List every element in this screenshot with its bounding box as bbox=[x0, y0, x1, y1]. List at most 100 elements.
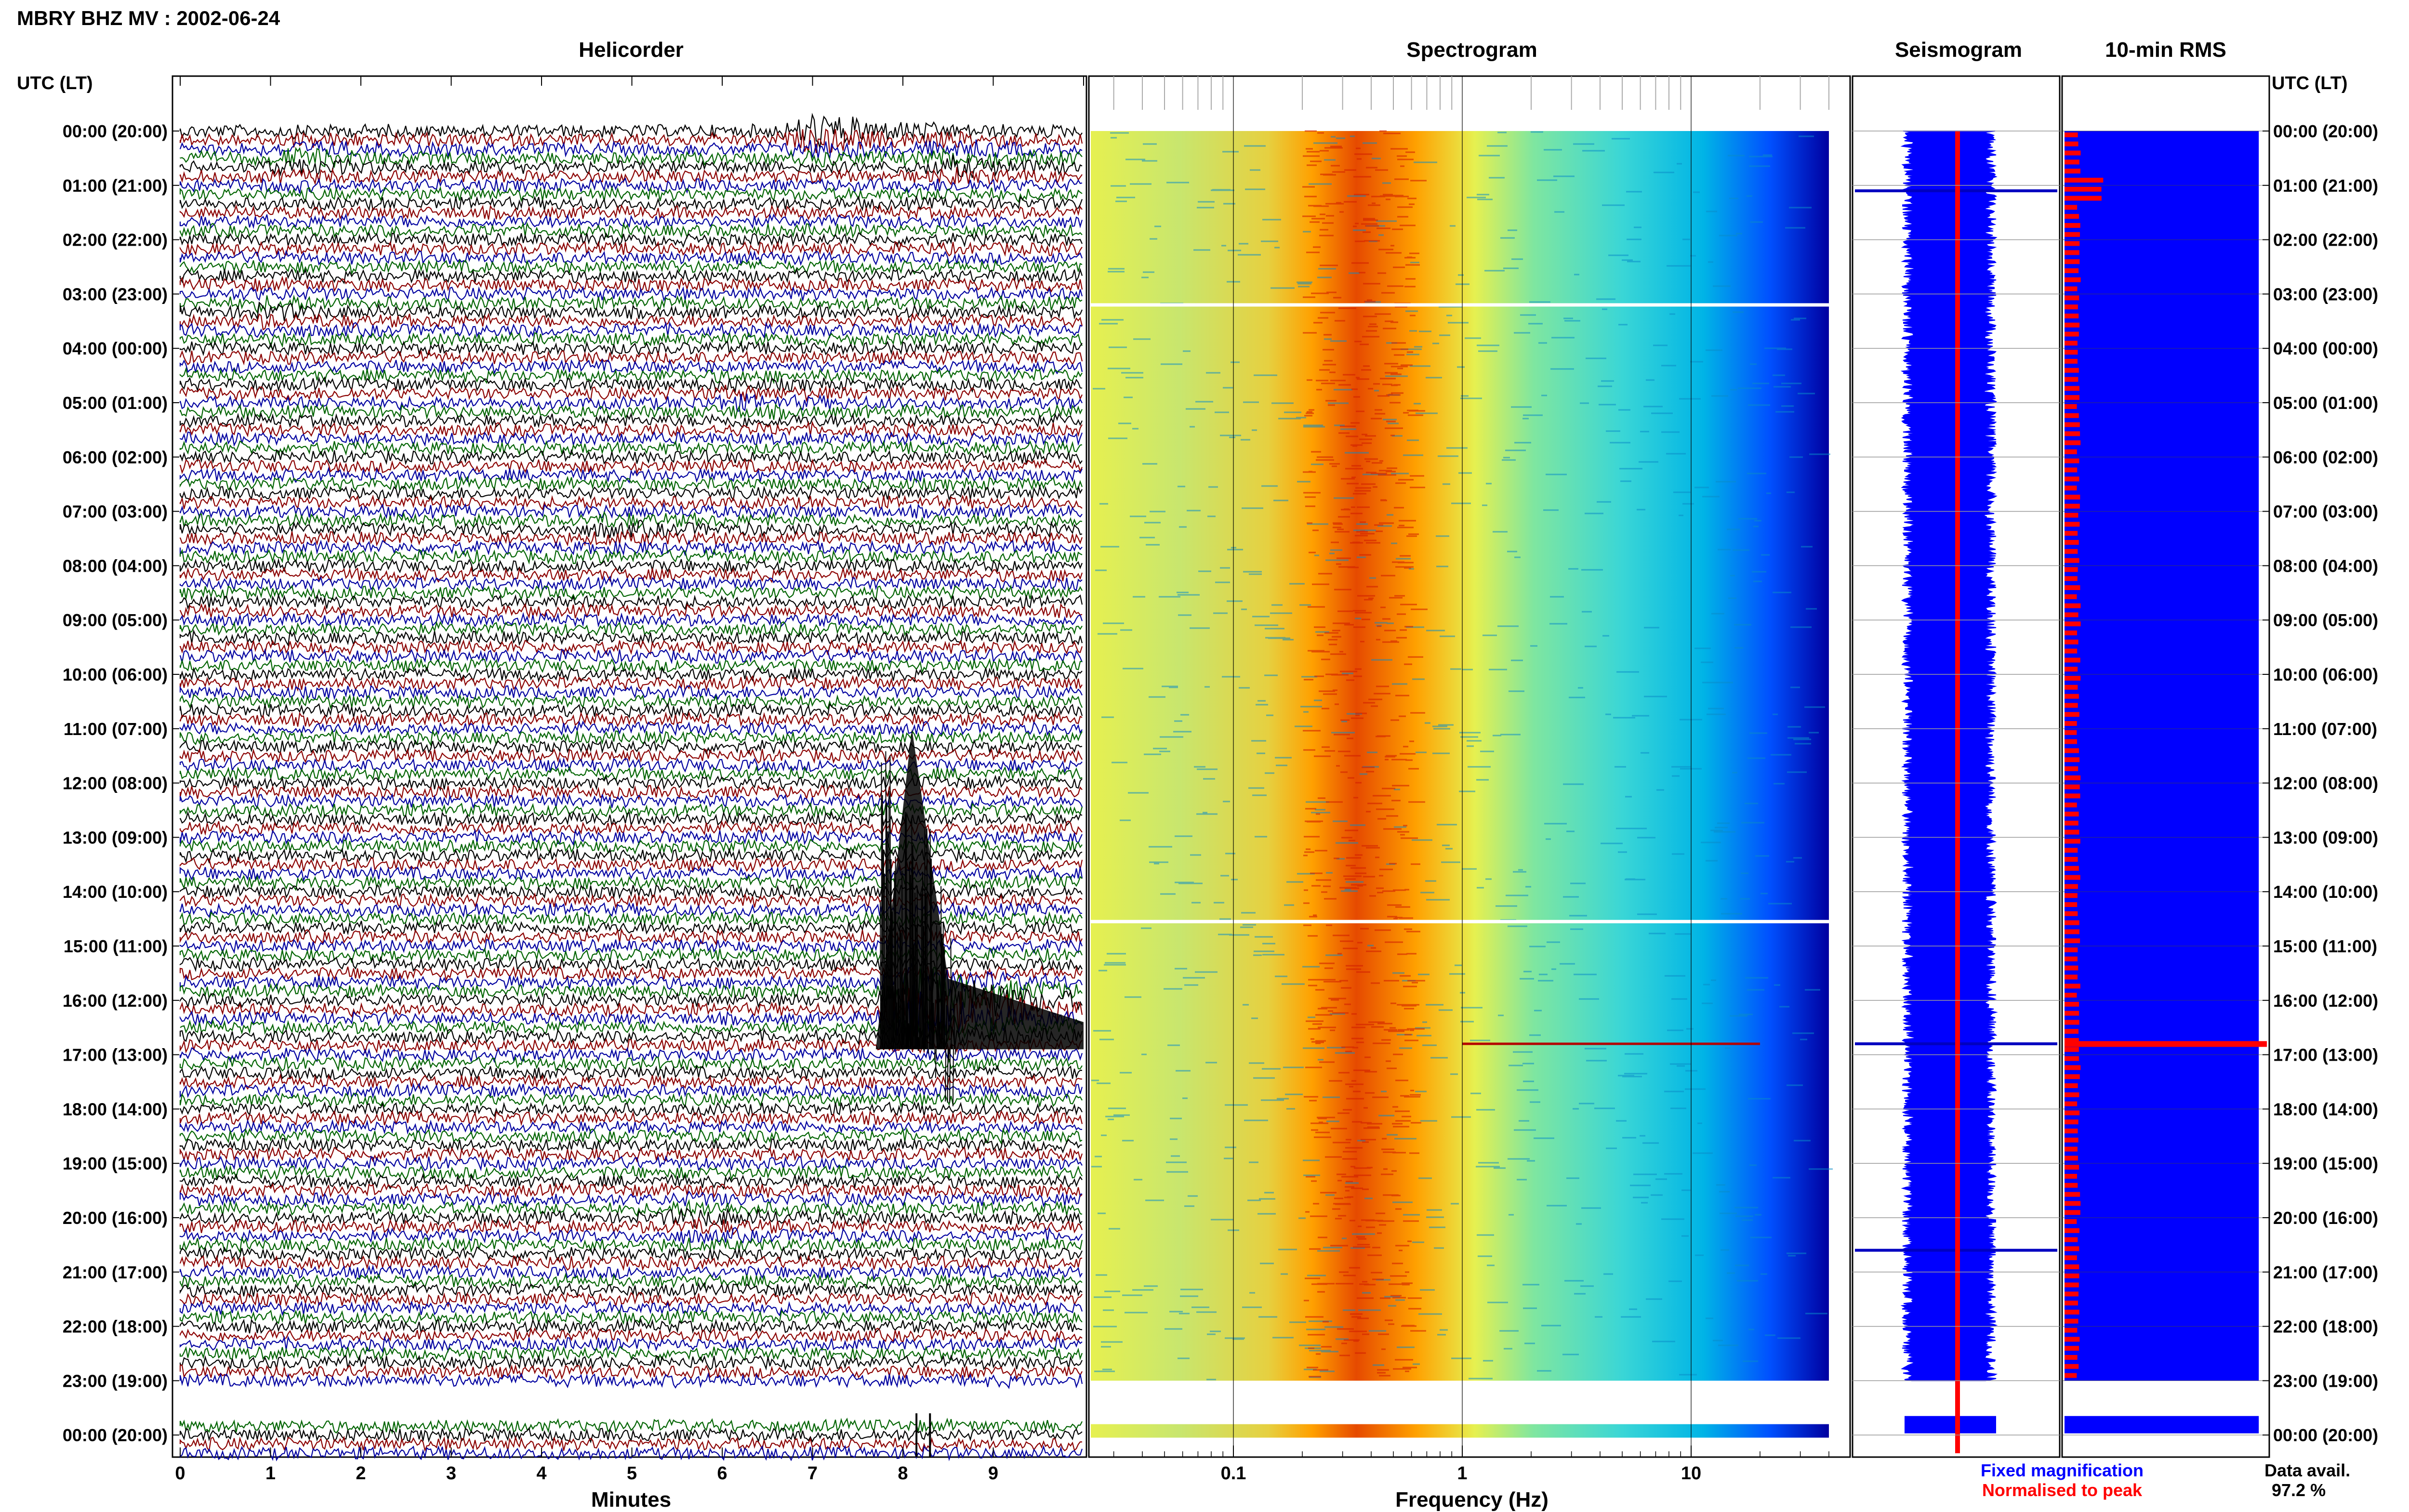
helicorder-trace bbox=[179, 519, 1083, 539]
rms-normalised-bar bbox=[2065, 585, 2080, 590]
time-label-left: 18:00 (14:00) bbox=[63, 1099, 168, 1119]
rms-normalised-bar bbox=[2065, 848, 2078, 853]
time-label-right: 09:00 (05:00) bbox=[2273, 610, 2378, 630]
helicorder-trace bbox=[179, 1354, 1083, 1371]
fixed-magnification-label: Fixed magnification bbox=[1981, 1460, 2144, 1480]
rms-normalised-bar bbox=[2065, 268, 2079, 273]
rms-normalised-bar bbox=[2065, 341, 2078, 346]
rms-normalised-bar bbox=[2065, 1246, 2079, 1251]
helicorder-trace bbox=[179, 240, 1083, 257]
helicorder-trace bbox=[179, 1155, 1083, 1172]
helicorder-trace bbox=[179, 639, 1083, 656]
helicorder-trace bbox=[179, 819, 1083, 836]
spectrogram-x-tick-label: 0.1 bbox=[1221, 1463, 1246, 1484]
x-axes: 0 1 2 3 4 5 6 7 8 9 0.1 1 10 bbox=[175, 1446, 1829, 1484]
rms-normalised-bar bbox=[2065, 839, 2080, 844]
helicorder-x-tick-label: 4 bbox=[536, 1463, 546, 1484]
helicorder-trace bbox=[179, 167, 1083, 185]
helicorder-trace bbox=[179, 349, 1083, 366]
time-label-left: 04:00 (00:00) bbox=[63, 339, 168, 358]
helicorder-trace bbox=[179, 340, 1083, 357]
rms-normalised-bar bbox=[2065, 169, 2081, 174]
helicorder-trace bbox=[179, 711, 1083, 727]
time-label-right: 12:00 (08:00) bbox=[2273, 774, 2378, 793]
rms-fixed-bar-tail bbox=[2065, 1416, 2259, 1433]
seismogram-panel bbox=[1852, 75, 2061, 1458]
spectrogram-x-tick-label: 1 bbox=[1457, 1463, 1467, 1484]
rms-normalised-bar bbox=[2065, 558, 2079, 563]
helicorder-trace bbox=[179, 1146, 1083, 1163]
helicorder-trace bbox=[179, 1263, 1083, 1281]
helicorder-trace bbox=[179, 1182, 1083, 1199]
rms-normalised-bar bbox=[2065, 377, 2078, 382]
helicorder-tail-spike bbox=[915, 1413, 931, 1457]
rms-normalised-bar bbox=[2065, 1291, 2078, 1297]
rms-normalised-bar bbox=[2065, 331, 2079, 337]
utc-label-right: UTC (LT) bbox=[2272, 73, 2348, 93]
helicorder-trace bbox=[179, 1055, 1083, 1072]
helicorder-x-tick-label: 8 bbox=[898, 1463, 908, 1484]
time-label-left: 21:00 (17:00) bbox=[63, 1262, 168, 1282]
rms-normalised-bar bbox=[2065, 594, 2077, 599]
rms-normalised-bar bbox=[2065, 1146, 2078, 1152]
spectrogram-image bbox=[1091, 131, 1829, 1381]
rms-normalised-bar bbox=[2065, 150, 2081, 156]
helicorder-trace bbox=[179, 729, 1083, 747]
rms-normalised-bar bbox=[2065, 1219, 2077, 1224]
rms-normalised-bar bbox=[2065, 350, 2078, 355]
rms-normalised-bar bbox=[2065, 1237, 2078, 1242]
rms-normalised-bar bbox=[2065, 712, 2079, 717]
rms-normalised-bar bbox=[2065, 875, 2080, 880]
helicorder-trace bbox=[179, 557, 1083, 575]
rms-normalised-bar bbox=[2065, 223, 2080, 228]
rms-normalised-bar bbox=[2065, 1174, 2078, 1179]
helicorder-trace bbox=[179, 529, 1083, 547]
helicorder-trace bbox=[179, 1372, 1083, 1390]
rms-normalised-bar bbox=[2065, 1065, 2081, 1070]
seismogram-tail bbox=[1905, 1416, 1996, 1433]
rms-normalised-bar bbox=[2065, 965, 2078, 971]
helicorder-trace bbox=[179, 139, 1083, 159]
utc-label-left: UTC (LT) bbox=[17, 73, 93, 93]
rms-normalised-bar bbox=[2065, 458, 2079, 463]
rms-normalised-bar bbox=[2065, 766, 2078, 771]
helicorder-trace bbox=[179, 620, 1083, 637]
time-label-right: 06:00 (02:00) bbox=[2273, 447, 2378, 467]
helicorder-trace bbox=[179, 775, 1083, 792]
helicorder-trace bbox=[179, 666, 1083, 683]
helicorder-trace bbox=[179, 421, 1083, 439]
helicorder-trace bbox=[179, 784, 1083, 801]
helicorder-trace bbox=[179, 675, 1083, 692]
spectrogram-panel bbox=[1088, 75, 1851, 1458]
helicorder-trace bbox=[179, 232, 1083, 248]
helicorder-trace bbox=[179, 1127, 1083, 1145]
rms-normalised-bar bbox=[2065, 1074, 2080, 1079]
helicorder-trace bbox=[179, 1427, 1083, 1444]
rms-normalised-bar bbox=[2065, 1011, 2079, 1016]
time-label-right: 22:00 (18:00) bbox=[2273, 1317, 2378, 1337]
rms-normalised-bar bbox=[2065, 667, 2078, 672]
rms-normalised-bar bbox=[2065, 676, 2081, 681]
rms-normalised-bar bbox=[2065, 549, 2078, 554]
page-title: MBRY BHZ MV : 2002-06-24 bbox=[17, 7, 280, 29]
rms-normalised-bar bbox=[2065, 1038, 2079, 1043]
helicorder-trace bbox=[179, 1282, 1083, 1299]
time-label-right: 21:00 (17:00) bbox=[2273, 1262, 2378, 1282]
helicorder-trace bbox=[179, 439, 1083, 457]
rms-normalised-bar bbox=[2065, 178, 2104, 183]
helicorder-trace bbox=[179, 1208, 1083, 1228]
rms-normalised-bar bbox=[2065, 1165, 2079, 1170]
rms-normalised-bar bbox=[2065, 657, 2080, 663]
time-label-right: 15:00 (11:00) bbox=[2273, 936, 2377, 956]
rms-normalised-bar bbox=[2065, 739, 2077, 744]
rms-normalised-bar bbox=[2065, 1047, 2079, 1052]
helicorder-trace bbox=[179, 1254, 1083, 1271]
helicorder-trace bbox=[179, 146, 1083, 169]
helicorder-trace bbox=[179, 285, 1083, 302]
rms-normalised-bar bbox=[2065, 829, 2079, 835]
time-label-left: 11:00 (07:00) bbox=[64, 719, 168, 739]
rms-normalised-bar bbox=[2065, 1301, 2078, 1306]
rms-normalised-bar bbox=[2065, 612, 2078, 618]
rms-normalised-bar bbox=[2065, 322, 2080, 328]
